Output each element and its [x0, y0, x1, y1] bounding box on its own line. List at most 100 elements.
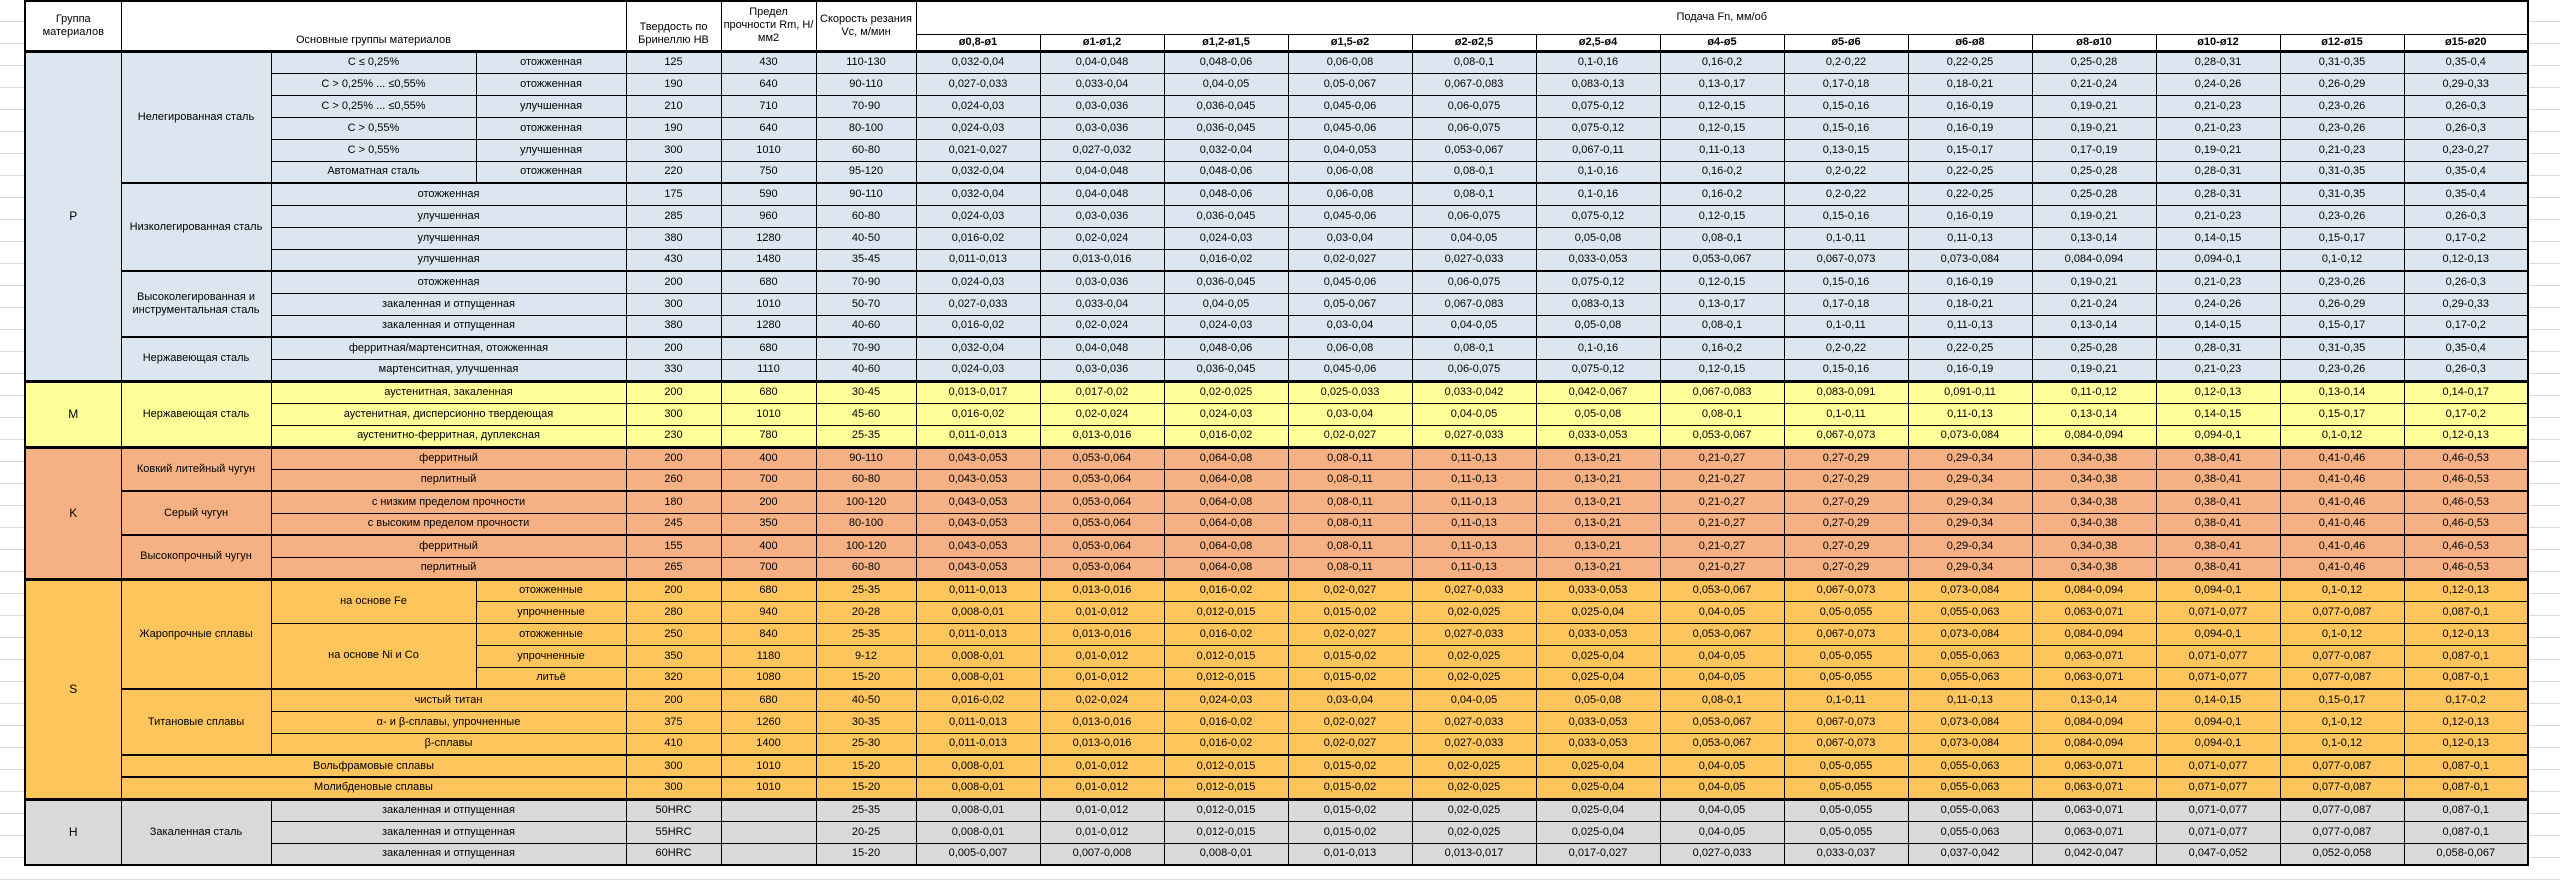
- feed-cell: 0,036-0,045: [1163, 204, 1289, 228]
- material-cell: Вольфрамовые сплавы: [120, 754, 627, 778]
- feed-cell: 0,084-0,094: [2031, 577, 2157, 602]
- feed-cell: 0,1-0,12: [2279, 577, 2405, 602]
- table-row: Низколегированная сталь отожженная 175 590 9…: [25, 182, 2529, 272]
- feed-cell: 0,083-0,13: [1535, 72, 1661, 96]
- feed-cell: 0,22-0,25: [1907, 336, 2033, 360]
- strength-cell: 680: [720, 688, 817, 712]
- feed-cell: 0,12-0,15: [1659, 270, 1785, 294]
- material-cell: упрочненные: [475, 600, 627, 624]
- feed-cell: 0,15-0,17: [2279, 226, 2405, 250]
- feed-cell: 0,13-0,21: [1535, 534, 1661, 558]
- feed-cell: 0,26-0,3: [2403, 358, 2529, 382]
- feed-cell: 0,04-0,05: [1659, 754, 1785, 778]
- material-cell: отожженные: [475, 622, 627, 646]
- feed-cell: 0,28-0,31: [2155, 49, 2281, 74]
- strength-cell: 680: [720, 336, 817, 360]
- feed-cell: 0,053-0,067: [1659, 248, 1785, 272]
- feed-cell: 0,015-0,02: [1287, 797, 1413, 822]
- feed-cell: 0,04-0,05: [1659, 600, 1785, 624]
- feed-cell: 0,01-0,012: [1039, 666, 1165, 690]
- feed-cell: 0,013-0,016: [1039, 577, 1165, 602]
- feed-cell: 0,21-0,23: [2155, 94, 2281, 118]
- feed-cell: 0,094-0,1: [2155, 424, 2281, 448]
- feed-cell: 0,075-0,12: [1535, 358, 1661, 382]
- hardness-cell: 300: [625, 402, 722, 426]
- feed-cell: 0,05-0,055: [1783, 820, 1909, 844]
- hardness-cell: 380: [625, 314, 722, 338]
- table-row: S Жаропрочные сплавы на основе Fe отожженны…: [24, 577, 2529, 800]
- feed-cell: 0,31-0,35: [2279, 182, 2405, 206]
- feed-cell: 0,1-0,12: [2279, 622, 2405, 646]
- material-cell: аустенитная, дисперсионно твердеющая: [270, 402, 627, 426]
- feed-cell: 0,15-0,16: [1783, 358, 1909, 382]
- feed-cell: 0,015-0,02: [1287, 666, 1413, 690]
- material-cell: на основе Fe: [270, 577, 477, 624]
- feed-cell: 0,28-0,31: [2155, 336, 2281, 360]
- feed-cell: 0,19-0,21: [2031, 270, 2157, 294]
- strength-cell: 960: [720, 204, 817, 228]
- feed-cell: 0,087-0,1: [2403, 666, 2529, 690]
- feed-cell: 0,007-0,008: [1039, 842, 1165, 866]
- speed-cell: 40-60: [815, 358, 917, 382]
- feed-cell: 0,08-0,1: [1659, 688, 1785, 712]
- feed-cell: 0,027-0,033: [1411, 622, 1537, 646]
- feed-cell: 0,2-0,22: [1783, 182, 1909, 206]
- feed-cell: 0,38-0,41: [2155, 445, 2281, 470]
- header-diameter-range: ø5-ø6: [1783, 33, 1909, 52]
- feed-cell: 0,075-0,12: [1535, 94, 1661, 118]
- feed-cell: 0,21-0,23: [2155, 204, 2281, 228]
- feed-cell: 0,008-0,01: [915, 666, 1041, 690]
- feed-cell: 0,22-0,25: [1907, 160, 2033, 184]
- material-cell: мартенситная, улучшенная: [270, 358, 627, 382]
- feed-cell: 0,17-0,19: [2031, 138, 2157, 162]
- group-letter-cell: P: [24, 49, 122, 382]
- feed-cell: 0,05-0,055: [1783, 776, 1909, 800]
- feed-cell: 0,05-0,055: [1783, 754, 1909, 778]
- header-diameter-range: ø10-ø12: [2155, 33, 2281, 52]
- feed-cell: 0,04-0,05: [1659, 666, 1785, 690]
- feed-cell: 0,23-0,26: [2279, 94, 2405, 118]
- feed-cell: 0,16-0,2: [1659, 160, 1785, 184]
- feed-cell: 0,024-0,03: [915, 94, 1041, 118]
- feed-cell: 0,34-0,38: [2031, 556, 2157, 580]
- feed-cell: 0,02-0,027: [1287, 424, 1413, 448]
- strength-cell: 680: [720, 379, 817, 404]
- feed-cell: 0,35-0,4: [2403, 49, 2529, 74]
- feed-cell: 0,21-0,27: [1659, 512, 1785, 536]
- feed-cell: 0,12-0,15: [1659, 116, 1785, 140]
- table-row: упрочненные 350 1180 9-12 0,008-0,01 0,01-0,0…: [25, 644, 2529, 668]
- table-row: мартенситная, улучшенная 330 1110 40-60 0,02…: [25, 358, 2529, 382]
- feed-cell: 0,13-0,17: [1659, 292, 1785, 316]
- feed-cell: 0,04-0,048: [1039, 160, 1165, 184]
- material-cell: C > 0,55%: [270, 116, 477, 140]
- feed-cell: 0,025-0,04: [1535, 644, 1661, 668]
- strength-cell: 780: [720, 424, 817, 448]
- material-cell: Высокопрочный чугун: [120, 534, 272, 580]
- feed-cell: 0,033-0,04: [1039, 292, 1165, 316]
- material-cell: C > 0,55%: [270, 138, 477, 162]
- material-cell: C > 0,25% ... ≤0,55%: [270, 72, 477, 96]
- strength-cell: 940: [720, 600, 817, 624]
- material-cell: отожженная: [475, 72, 627, 96]
- feed-cell: 0,38-0,41: [2155, 512, 2281, 536]
- strength-cell: 1080: [720, 666, 817, 690]
- speed-cell: 25-35: [815, 622, 917, 646]
- speed-cell: 60-80: [815, 468, 917, 492]
- speed-cell: 40-50: [815, 226, 917, 250]
- feed-cell: 0,1-0,12: [2279, 732, 2405, 756]
- material-cell: с низким пределом прочности: [270, 490, 627, 514]
- feed-cell: 0,1-0,16: [1535, 336, 1661, 360]
- feed-cell: 0,013-0,017: [915, 379, 1041, 404]
- feed-cell: 0,17-0,18: [1783, 72, 1909, 96]
- material-cell: Нержавеющая сталь: [120, 379, 272, 448]
- feed-cell: 0,027-0,033: [1411, 424, 1537, 448]
- feed-cell: 0,053-0,067: [1659, 424, 1785, 448]
- material-cell: Жаропрочные сплавы: [120, 577, 272, 690]
- feed-cell: 0,077-0,087: [2279, 600, 2405, 624]
- table-row: аустенитная, дисперсионно твердеющая 300 1…: [25, 402, 2529, 426]
- feed-cell: 0,04-0,05: [1659, 797, 1785, 822]
- feed-cell: 0,31-0,35: [2279, 49, 2405, 74]
- feed-cell: 0,087-0,1: [2403, 600, 2529, 624]
- material-cell: закаленная и отпущенная: [270, 842, 627, 866]
- table-row: перлитный 265 700 60-80 0,043-0,053 0,053-0,0…: [25, 556, 2529, 580]
